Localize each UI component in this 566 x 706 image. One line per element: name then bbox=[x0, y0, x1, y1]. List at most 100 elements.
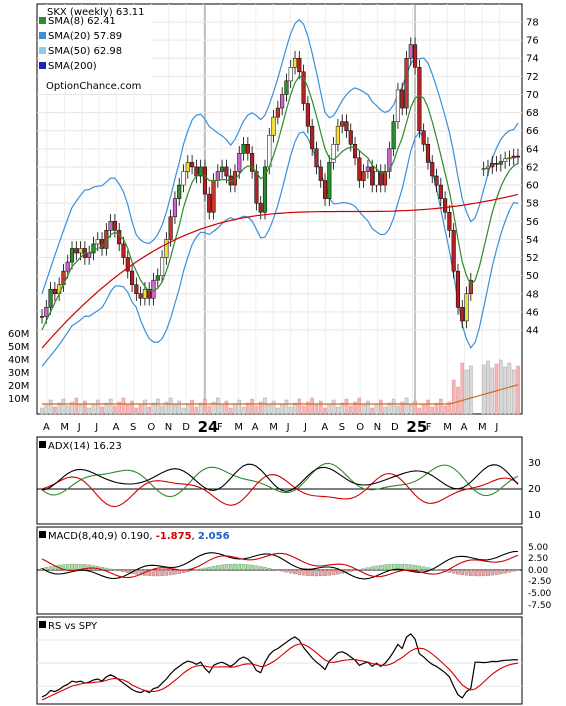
candle-body bbox=[250, 153, 255, 172]
candle-body bbox=[202, 166, 208, 195]
macd-histogram-bar bbox=[481, 569, 486, 577]
macd-histogram-bar bbox=[490, 569, 495, 576]
candle-body bbox=[52, 288, 57, 295]
macd-histogram-bar bbox=[151, 569, 156, 577]
month-tick-label: S bbox=[339, 422, 345, 433]
macd-histogram-bar bbox=[284, 569, 289, 573]
volume-bar bbox=[241, 406, 246, 415]
volume-bar bbox=[70, 401, 74, 415]
candle-body bbox=[288, 67, 293, 82]
candle-body bbox=[490, 163, 495, 168]
volume-bar bbox=[57, 402, 61, 415]
volume-bar bbox=[78, 404, 83, 415]
candle-body bbox=[408, 44, 413, 59]
macd-histogram-bar bbox=[383, 564, 387, 571]
macd-histogram-bar bbox=[156, 569, 160, 577]
candle-body bbox=[220, 166, 225, 172]
candle-body bbox=[434, 175, 439, 186]
adx-tick-label: 20 bbox=[528, 484, 541, 495]
volume-bar bbox=[186, 403, 190, 415]
volume-bar bbox=[396, 405, 400, 415]
volume-bar bbox=[121, 397, 126, 415]
legend-swatch bbox=[39, 47, 46, 54]
volume-bar bbox=[125, 404, 130, 415]
candle-body bbox=[65, 261, 70, 272]
legend-swatch bbox=[39, 32, 46, 39]
volume-average-line bbox=[42, 384, 519, 405]
macd-label: MACD(8,40,9) 0.190, -1.875, 2.056 bbox=[48, 531, 230, 542]
candle-body bbox=[271, 116, 276, 136]
macd-histogram-bar bbox=[126, 569, 130, 573]
candle-body bbox=[108, 221, 113, 231]
volume-bar bbox=[168, 397, 173, 415]
candle-body bbox=[494, 163, 499, 165]
macd-histogram-bar bbox=[276, 569, 280, 571]
candle-body bbox=[69, 248, 75, 263]
candle-body bbox=[121, 243, 126, 258]
volume-bar bbox=[439, 398, 443, 415]
candle-body bbox=[378, 171, 383, 186]
macd-histogram-bar bbox=[263, 567, 267, 571]
volume-tick-label: 50M bbox=[8, 342, 29, 353]
macd-histogram-bar bbox=[460, 569, 465, 575]
month-tick-label: M bbox=[443, 422, 452, 433]
volume-bar bbox=[246, 402, 250, 415]
volume-bar bbox=[280, 403, 284, 415]
volume-bar bbox=[301, 405, 306, 415]
adx-tick-label: 30 bbox=[528, 458, 541, 469]
month-tick-label: N bbox=[165, 422, 172, 433]
volume-bar bbox=[40, 407, 44, 415]
volume-bar bbox=[53, 406, 57, 415]
month-tick-label: 24 bbox=[198, 418, 219, 436]
candle-body bbox=[130, 270, 135, 285]
price-tick-label: 54 bbox=[526, 235, 539, 246]
volume-bar bbox=[443, 405, 447, 415]
macd-histogram-bar bbox=[366, 567, 370, 571]
volume-bar bbox=[344, 398, 349, 415]
macd-histogram-bar bbox=[44, 567, 49, 571]
candle-body bbox=[87, 252, 92, 258]
macd-histogram-bar bbox=[160, 569, 164, 576]
candle-body bbox=[361, 171, 366, 181]
price-tick-label: 46 bbox=[526, 307, 539, 318]
volume-bar bbox=[190, 399, 194, 415]
macd-histogram-bar bbox=[233, 563, 237, 571]
candle-body bbox=[391, 121, 396, 150]
volume-bar bbox=[108, 398, 113, 415]
candle-body bbox=[134, 284, 139, 295]
candle-body bbox=[430, 162, 435, 177]
candle-body bbox=[301, 71, 306, 104]
macd-histogram-bar bbox=[314, 569, 319, 577]
macd-histogram-bar bbox=[417, 565, 422, 571]
macd-tick-label: -7.50 bbox=[528, 601, 552, 611]
volume-bar bbox=[254, 405, 259, 415]
month-tick-label: M bbox=[478, 422, 487, 433]
candle-body bbox=[164, 239, 169, 258]
volume-bar bbox=[155, 398, 160, 415]
candle-body bbox=[327, 162, 332, 199]
candle-body bbox=[413, 44, 418, 68]
volume-bar bbox=[284, 399, 289, 415]
volume-bar bbox=[306, 401, 310, 415]
candle-body bbox=[117, 230, 122, 245]
candle-body bbox=[443, 198, 448, 213]
candle-body bbox=[507, 157, 512, 160]
volume-bar bbox=[378, 399, 383, 415]
volume-bar bbox=[194, 406, 199, 415]
candle-body bbox=[511, 155, 516, 159]
volume-bar bbox=[314, 404, 319, 415]
volume-bar bbox=[348, 405, 353, 415]
macd-histogram-bar bbox=[327, 569, 332, 576]
volume-bar bbox=[499, 359, 503, 415]
candle-body bbox=[344, 121, 349, 131]
candle-body bbox=[190, 162, 195, 168]
candle-body bbox=[211, 180, 216, 213]
volume-bar bbox=[173, 404, 177, 415]
price-tick-label: 44 bbox=[526, 326, 539, 337]
legend-swatch bbox=[39, 62, 46, 69]
candle-body bbox=[447, 211, 452, 231]
candle-body bbox=[515, 155, 521, 158]
candle-body bbox=[297, 57, 302, 73]
macd-histogram-bar bbox=[409, 564, 413, 571]
macd-histogram-bar bbox=[108, 568, 113, 571]
